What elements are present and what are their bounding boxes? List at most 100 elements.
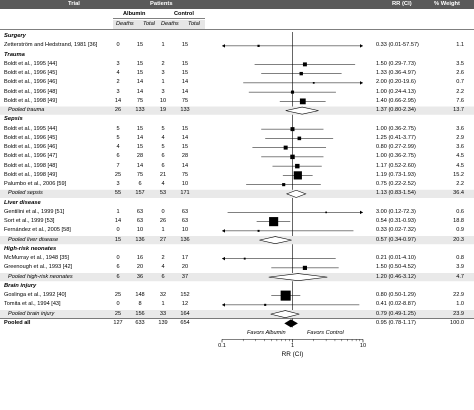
point-estimate (264, 303, 267, 306)
study-label: Boldt et al., 1996 [45] (4, 70, 57, 77)
point-estimate (269, 217, 279, 227)
study-label: Boldt et al., 1995 [44] (4, 60, 57, 67)
control-deaths: 26 (159, 218, 167, 225)
study-label: McMurray et al., 1948 [35] (4, 255, 69, 262)
weight-value: 4.5 (456, 153, 464, 160)
albumin-total: 8 (138, 301, 142, 308)
control-deaths: 5 (161, 144, 165, 151)
x-tick-label: 1 (290, 343, 295, 350)
control-total: 15 (181, 125, 189, 132)
control-total: 14 (181, 88, 189, 95)
control-total: 171 (180, 190, 190, 197)
study-label: Boldt et al., 1996 [46] (4, 79, 57, 86)
albumin-total: 63 (136, 218, 144, 225)
ci-arrow-left (222, 229, 225, 233)
albumin-total: 63 (136, 208, 144, 215)
albumin-total: 14 (136, 79, 144, 86)
point-estimate (293, 171, 302, 180)
control-deaths: 2 (161, 60, 165, 67)
rr-ci-value: 0.57 (0.34-0.97) (376, 236, 416, 243)
group-label: Brain injury (4, 282, 37, 289)
control-total: 152 (180, 292, 190, 299)
control-deaths: 27 (159, 236, 167, 243)
study-label: Zetterström and Hedstrand, 1981 [36] (4, 42, 98, 49)
albumin-deaths: 25 (114, 310, 122, 317)
control-deaths: 1 (161, 301, 165, 308)
header-weight: % Weight (434, 1, 460, 7)
control-deaths: 1 (161, 42, 165, 49)
control-deaths: 33 (159, 310, 167, 317)
control-deaths: 32 (159, 292, 167, 299)
pooled-label: Pooled sepsis (8, 190, 43, 197)
ci-arrow-left (222, 256, 225, 261)
albumin-total: 15 (136, 125, 144, 132)
point-estimate (299, 98, 306, 105)
point-estimate (297, 136, 302, 141)
weight-value: 36.4 (453, 190, 464, 197)
albumin-deaths: 25 (114, 171, 122, 178)
albumin-total: 75 (136, 171, 144, 178)
ci-arrow-left (222, 44, 225, 48)
albumin-total: 14 (136, 162, 144, 169)
study-label: Greenough et al., 1993 [42] (4, 264, 73, 271)
study-label: Fernández et al., 2005 [58] (4, 227, 71, 234)
control-total: 17 (181, 255, 189, 262)
study-label: Palumbo et al., 2006 [59] (4, 181, 67, 188)
control-total: 15 (181, 60, 189, 67)
control-total: 15 (181, 144, 189, 151)
rr-ci-value: 2.00 (0.20-19.6) (376, 79, 416, 86)
weight-value: 1.1 (456, 42, 464, 49)
weight-value: 22.9 (453, 292, 464, 299)
weight-value: 2.6 (456, 70, 464, 77)
control-total: 14 (181, 162, 189, 169)
header-control-total: Total (188, 21, 200, 27)
control-total: 164 (180, 310, 190, 317)
weight-value: 13.7 (453, 107, 464, 114)
point-estimate (290, 90, 295, 94)
header-albumin-deaths: Deaths (116, 21, 134, 27)
study-label: Boldt et al., 1996 [46] (4, 144, 57, 151)
weight-value: 18.8 (453, 218, 464, 225)
albumin-deaths: 14 (114, 218, 122, 225)
control-deaths: 4 (161, 181, 165, 188)
control-total: 28 (181, 153, 189, 160)
control-deaths: 4 (161, 264, 165, 271)
point-estimate (257, 44, 260, 47)
rr-ci-value: 1.50 (0.29-7.73) (376, 60, 416, 67)
control-total: 15 (181, 42, 189, 49)
study-label: Goslinga et al., 1992 [40] (4, 292, 67, 299)
group-label: Trauma (4, 51, 25, 58)
x-tick-label: 0.1 (218, 343, 226, 350)
albumin-total: 14 (136, 88, 144, 95)
weight-value: 2.2 (456, 181, 464, 188)
albumin-deaths: 15 (114, 236, 122, 243)
control-deaths: 53 (159, 190, 167, 197)
control-deaths: 6 (161, 273, 165, 280)
albumin-deaths: 127 (113, 319, 123, 326)
point-estimate (290, 127, 295, 132)
rr-ci-value: 1.13 (0.83-1.54) (376, 190, 416, 197)
control-total: 10 (181, 181, 189, 188)
control-deaths: 6 (161, 153, 165, 160)
weight-value: 20.3 (453, 236, 464, 243)
study-label: Gentilini et al., 1999 [51] (4, 208, 65, 215)
albumin-total: 157 (135, 190, 145, 197)
header-control: Control (174, 11, 194, 17)
albumin-deaths: 25 (114, 292, 122, 299)
albumin-total: 14 (136, 134, 144, 141)
point-estimate (283, 145, 288, 150)
pooled-label: Pooled liver disease (8, 236, 59, 243)
control-deaths: 6 (161, 162, 165, 169)
pooled-diamond (285, 106, 319, 115)
study-label: Tomita et al., 1994 [43] (4, 301, 61, 308)
albumin-deaths: 7 (116, 162, 120, 169)
control-total: 63 (181, 218, 189, 225)
albumin-deaths: 3 (116, 60, 120, 67)
point-estimate (243, 257, 246, 260)
albumin-deaths: 0 (116, 301, 120, 308)
weight-value: 3.5 (456, 60, 464, 67)
control-total: 15 (181, 70, 189, 77)
albumin-deaths: 1 (116, 208, 120, 215)
point-estimate (282, 183, 286, 187)
